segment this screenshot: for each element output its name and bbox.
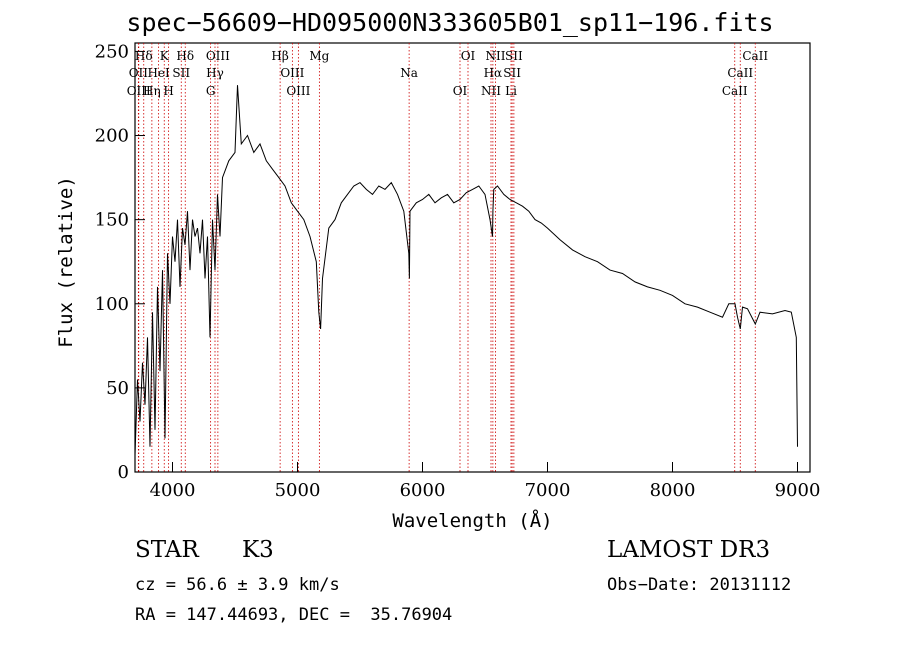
line-label: OII (129, 66, 149, 80)
x-axis-label: Wavelength (Å) (392, 510, 553, 532)
line-label: HeI (147, 66, 170, 80)
x-tick-label: 8000 (650, 480, 696, 501)
y-tick-label: 100 (95, 294, 129, 315)
plot-frame (134, 42, 811, 473)
redshift-line: cz = 56.6 ± 3.9 km/s (135, 575, 340, 595)
line-label: OIII (286, 84, 310, 98)
line-label: Hδ (135, 49, 153, 63)
line-label: NII (481, 84, 501, 98)
line-label: SII (503, 66, 521, 80)
line-label: Hβ (271, 49, 288, 63)
line-label: OI (461, 49, 476, 63)
line-label: SII (505, 49, 523, 63)
y-tick-label: 250 (95, 41, 129, 62)
line-label: CaII (722, 84, 748, 98)
line-label: Na (400, 66, 418, 80)
x-tick-label: 9000 (775, 480, 821, 501)
line-label: Hδ (176, 49, 194, 63)
y-tick-label: 200 (95, 126, 129, 147)
line-label: CaII (742, 49, 768, 63)
x-tick-label: 4000 (150, 480, 196, 501)
x-tick-label: 5000 (275, 480, 321, 501)
line-label: Mg (309, 49, 329, 63)
line-label: NII (486, 49, 506, 63)
y-tick-label: 0 (118, 462, 129, 483)
chart-title: spec−56609−HD095000N333605B01_sp11−196.f… (126, 8, 774, 37)
line-labels: Hδ OII OIII K HeI Hη Hδ SII H OIII Hγ G Hβ OIII OIII Mg… (127, 49, 769, 98)
line-label: SII (172, 66, 190, 80)
line-label: OI (453, 84, 468, 98)
y-tick-label: 50 (106, 378, 129, 399)
line-label: Hη (143, 84, 161, 98)
spectrum-series-line (134, 85, 798, 456)
line-label: Li (505, 84, 517, 98)
line-label: OIII (127, 84, 151, 98)
y-axis-label: Flux (relative) (55, 176, 77, 348)
x-tick-label: 7000 (525, 480, 571, 501)
line-label: K (160, 49, 170, 63)
line-label: H (163, 84, 173, 98)
x-tick-label: 6000 (400, 480, 446, 501)
subclass: K3 (242, 537, 274, 563)
coordinates: RA = 147.44693, DEC = 35.76904 (135, 605, 453, 625)
line-label: Hγ (206, 66, 224, 80)
line-label: OIII (280, 66, 304, 80)
y-tick-label: 150 (95, 210, 129, 231)
survey-name: LAMOST DR3 (607, 537, 771, 563)
axis-ticks: 4000 5000 6000 7000 8000 9000 0 50 100 150 200 250 (95, 41, 821, 501)
line-label: CaII (727, 66, 753, 80)
line-label: Hα (484, 66, 503, 80)
object-class: STAR (135, 537, 199, 563)
line-label: G (206, 84, 216, 98)
obs-date: Obs−Date: 20131112 (607, 575, 792, 595)
line-markers (137, 43, 756, 472)
line-label: OIII (206, 49, 230, 63)
